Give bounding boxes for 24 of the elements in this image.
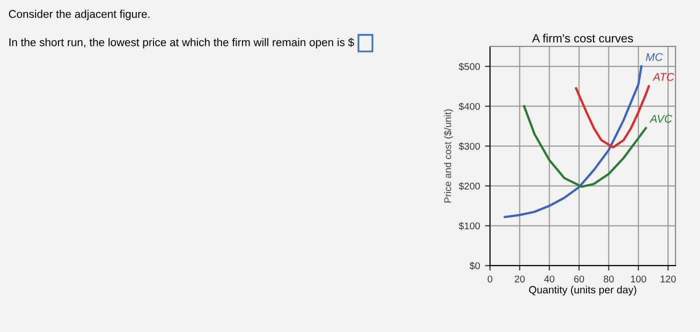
series-label: MC bbox=[646, 53, 663, 61]
series-label: ATC bbox=[652, 73, 674, 81]
chart-title: A firm's cost curves bbox=[532, 34, 633, 42]
y-tick-label: $300 bbox=[458, 142, 480, 150]
line-series bbox=[574, 85, 650, 148]
text: In the short run, the lowest price at which the firm will remain open is $ bbox=[9, 38, 354, 48]
y-tick-label: $200 bbox=[458, 182, 480, 190]
x-tick-label: 20 bbox=[514, 276, 525, 282]
y-tick-label: $100 bbox=[458, 222, 480, 230]
y-tick-label: $500 bbox=[458, 62, 480, 71]
x-tick-label: 80 bbox=[604, 276, 614, 282]
y-tick-label: $400 bbox=[458, 102, 480, 110]
line-series bbox=[504, 65, 642, 218]
series-label: AVC bbox=[649, 114, 672, 123]
x-tick-label: 100 bbox=[631, 276, 646, 282]
x-tick-label: 0 bbox=[488, 276, 492, 282]
y-tick-label: $0 bbox=[470, 262, 480, 270]
x-tick-label: 60 bbox=[574, 276, 584, 282]
line-series bbox=[523, 105, 647, 188]
x-tick-label: 40 bbox=[544, 276, 554, 282]
x-tick-label: 120 bbox=[660, 276, 676, 282]
y-axis-title: Price and cost ($/unit) bbox=[444, 109, 454, 203]
x-axis-title: Quantity (units per day) bbox=[529, 286, 636, 296]
text: Consider the adjacent figure. bbox=[8, 10, 150, 20]
